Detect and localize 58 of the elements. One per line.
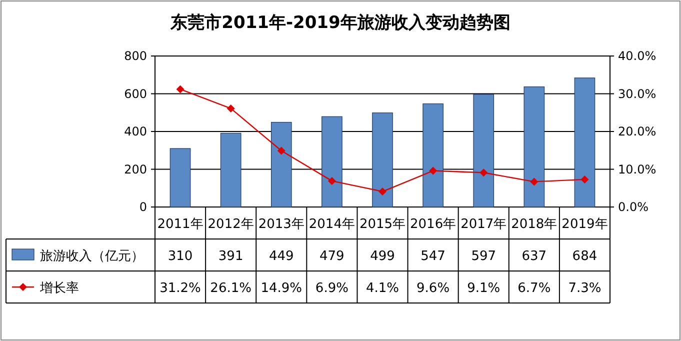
y2-tick-label: 30.0% bbox=[618, 86, 656, 101]
data-label: 4.1% bbox=[366, 281, 400, 296]
data-label: 499 bbox=[370, 249, 395, 264]
x-tick-label: 2019年 bbox=[562, 217, 608, 232]
data-label: 6.7% bbox=[518, 281, 551, 296]
point bbox=[328, 176, 336, 185]
y2-tick-label: 20.0% bbox=[618, 124, 656, 138]
point bbox=[378, 188, 386, 196]
y-tick-label: 600 bbox=[124, 86, 147, 101]
bar bbox=[220, 132, 242, 208]
y-tick-label: 0 bbox=[139, 200, 147, 214]
data-label: 7.3% bbox=[568, 281, 602, 296]
bar bbox=[422, 103, 444, 208]
point bbox=[530, 178, 538, 186]
data-label: 310 bbox=[168, 249, 193, 264]
x-tick-label: 2014年 bbox=[308, 217, 355, 232]
bar bbox=[372, 112, 393, 208]
data-label: 684 bbox=[572, 249, 598, 264]
y2-tick-label: 40.0% bbox=[618, 49, 656, 63]
point bbox=[580, 175, 589, 184]
point bbox=[277, 146, 286, 155]
bar bbox=[170, 148, 191, 208]
point bbox=[429, 166, 438, 175]
data-label: 6.9% bbox=[315, 281, 348, 296]
x-tick-label: 2011年 bbox=[157, 217, 204, 232]
point bbox=[176, 85, 184, 94]
y-tick-label: 400 bbox=[124, 124, 147, 138]
data-label: 26.1% bbox=[210, 281, 252, 296]
bar bbox=[270, 122, 292, 208]
bar bbox=[524, 86, 545, 208]
x-tick-label: 2017年 bbox=[460, 217, 507, 232]
x-tick-label: 2016年 bbox=[410, 217, 456, 232]
data-label: 479 bbox=[320, 249, 344, 264]
data-label: 14.9% bbox=[260, 281, 302, 296]
y-tick-label: 800 bbox=[124, 49, 147, 63]
x-tick-label: 2015年 bbox=[359, 217, 406, 232]
point bbox=[480, 168, 488, 177]
y-tick-label: 200 bbox=[124, 162, 147, 176]
bar bbox=[322, 116, 342, 208]
data-label: 637 bbox=[522, 249, 547, 264]
data-label: 9.6% bbox=[416, 281, 450, 296]
x-tick-label: 2012年 bbox=[208, 217, 254, 232]
legend-label: 增长率 bbox=[39, 280, 79, 296]
point bbox=[226, 104, 235, 112]
data-label: 31.2% bbox=[160, 281, 201, 296]
bar bbox=[574, 78, 596, 208]
legend-label: 旅游收入（亿元） bbox=[40, 249, 144, 264]
data-label: 9.1% bbox=[467, 281, 500, 296]
chart-title: 东莞市2011年-2019年旅游收入变动趋势图 bbox=[170, 13, 510, 33]
data-label: 449 bbox=[268, 249, 294, 264]
x-tick-label: 2018年 bbox=[511, 217, 558, 232]
data-label: 597 bbox=[471, 249, 496, 264]
data-label: 547 bbox=[420, 249, 446, 264]
y2-tick-label: 10.0% bbox=[618, 162, 656, 176]
data-label: 391 bbox=[218, 249, 244, 264]
x-tick-label: 2013年 bbox=[258, 217, 304, 232]
bar bbox=[473, 94, 494, 208]
y2-tick-label: 0.0% bbox=[618, 200, 648, 214]
